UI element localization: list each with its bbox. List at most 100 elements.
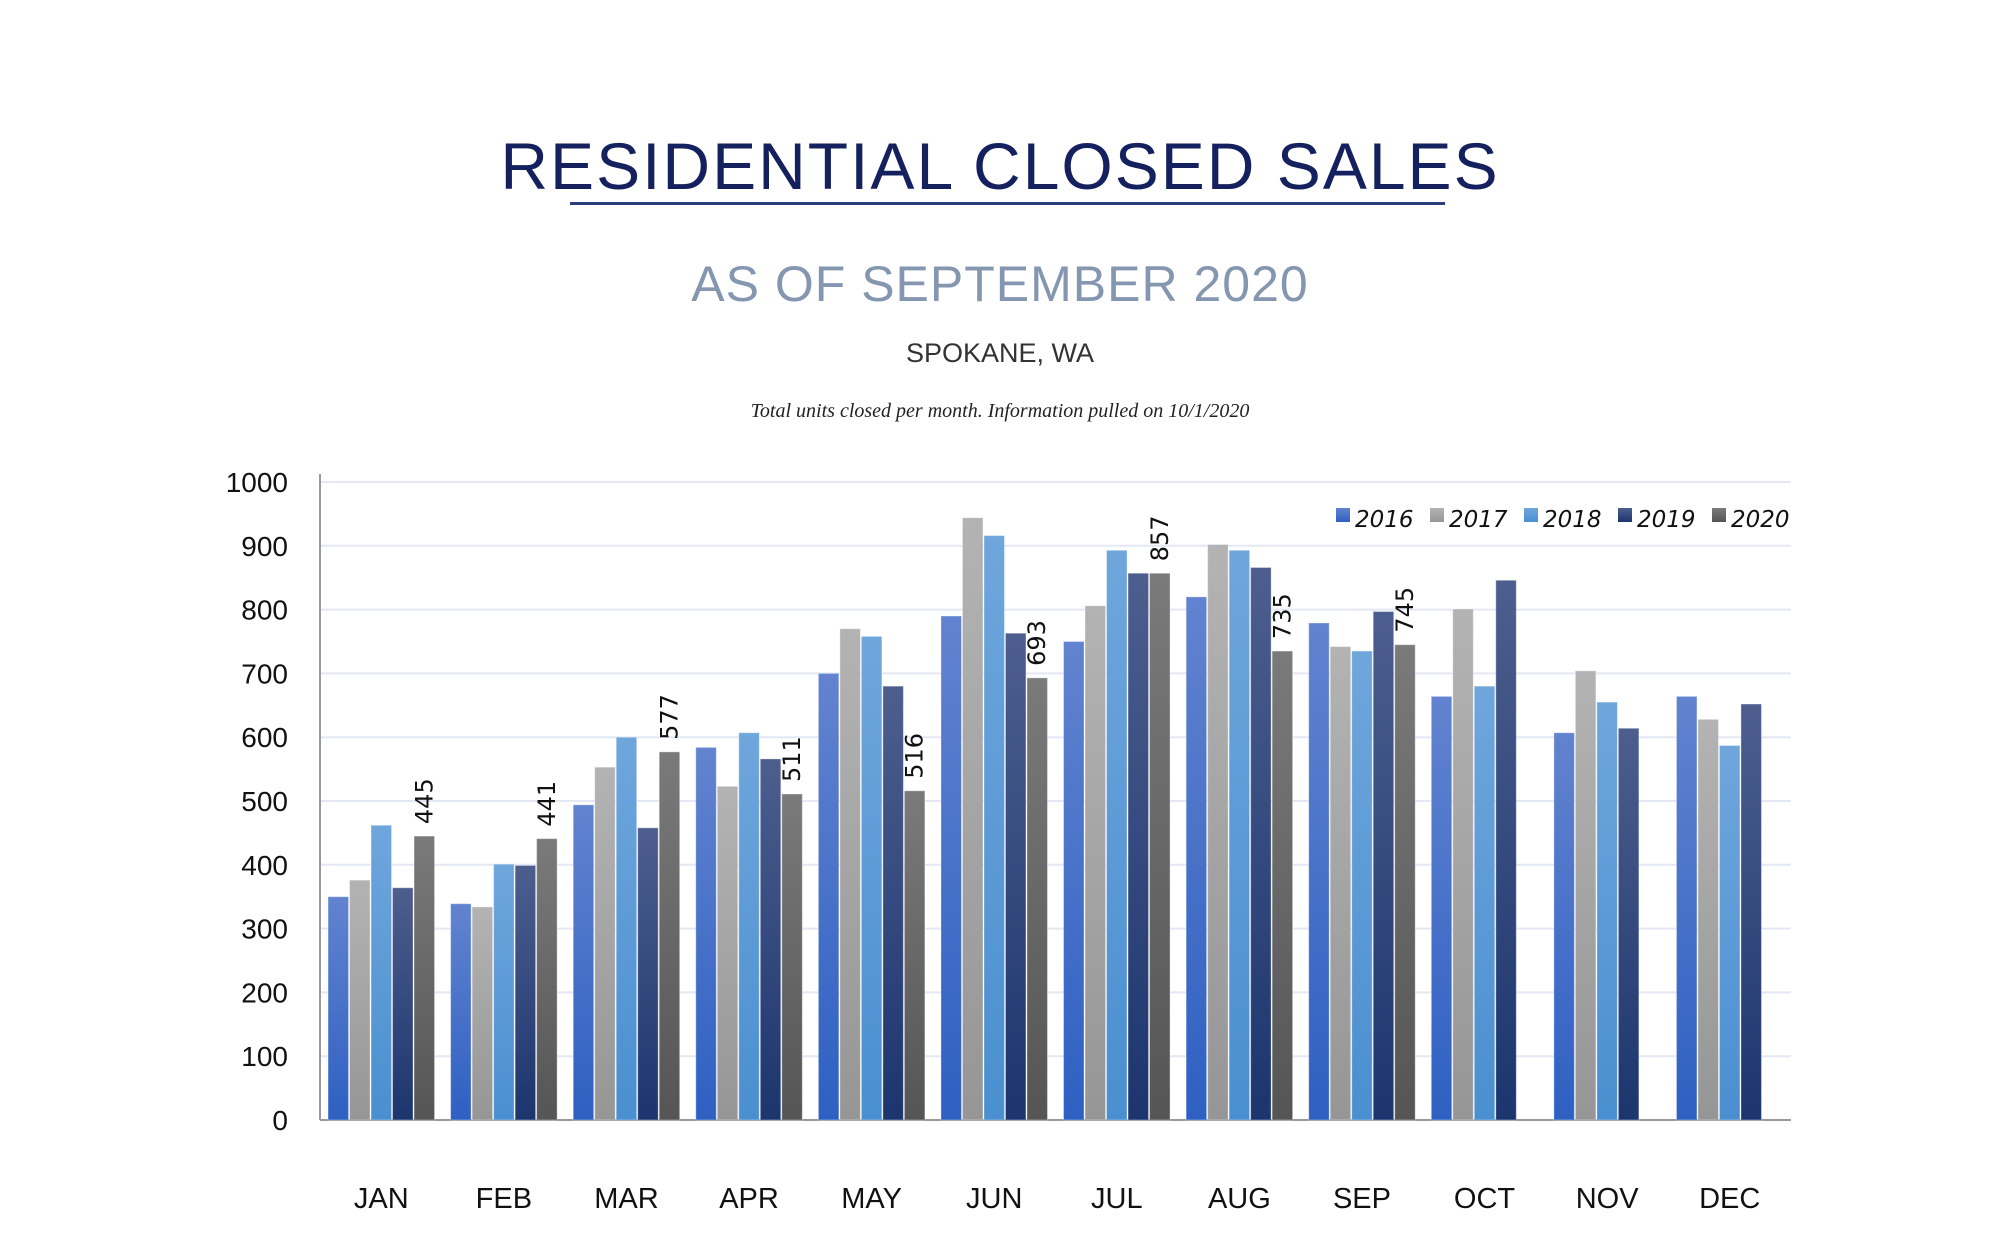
- legend-swatch-2019: [1618, 508, 1632, 522]
- data-label: 511: [778, 736, 806, 782]
- legend-swatch-2016: [1336, 508, 1350, 522]
- y-tick-label: 100: [241, 1041, 288, 1072]
- bar-2020-feb: [536, 838, 558, 1121]
- bar-2016-dec: [1675, 695, 1698, 1121]
- data-label: 857: [1146, 515, 1174, 561]
- bar-2019-dec: [1740, 703, 1762, 1121]
- bar-2017-jul: [1084, 605, 1107, 1121]
- data-label: 693: [1023, 620, 1051, 666]
- bar-2019-jan: [392, 887, 414, 1121]
- bar-2019-nov: [1617, 727, 1640, 1121]
- bar-2018-feb: [493, 863, 515, 1121]
- legend-label: 2018: [1543, 507, 1602, 533]
- chart-title: RESIDENTIAL CLOSED SALES: [500, 129, 1500, 203]
- bar-2019-apr: [759, 758, 782, 1121]
- bar-2019-oct: [1495, 579, 1517, 1121]
- x-tick-label: DEC: [1699, 1183, 1760, 1215]
- data-label: 445: [410, 778, 438, 824]
- bar-2017-oct: [1452, 608, 1474, 1121]
- legend-label: 2016: [1355, 507, 1414, 533]
- x-tick-label: MAY: [841, 1183, 902, 1215]
- chart-subtitle: AS OF SEPTEMBER 2020: [691, 256, 1309, 312]
- legend-swatch-2017: [1430, 508, 1444, 522]
- title-underline: [570, 202, 1445, 205]
- bar-2017-sep: [1329, 646, 1352, 1121]
- bar-2020-jun: [1026, 677, 1048, 1121]
- y-tick-label: 800: [241, 595, 288, 626]
- bar-2017-aug: [1207, 544, 1229, 1121]
- legend-label: 2020: [1731, 507, 1790, 533]
- legend-swatch-2020: [1712, 508, 1726, 522]
- location-label: SPOKANE, WA: [905, 338, 1095, 368]
- bar-2018-apr: [738, 732, 760, 1121]
- x-tick-label: SEP: [1333, 1183, 1391, 1215]
- bar-2020-apr: [781, 793, 803, 1121]
- y-tick-label: 500: [241, 786, 288, 817]
- x-tick-label: APR: [719, 1183, 779, 1215]
- bar-2016-jul: [1063, 641, 1085, 1121]
- bar-2020-jul: [1149, 572, 1171, 1121]
- bar-2019-may: [882, 685, 904, 1121]
- bar-2019-jul: [1127, 572, 1150, 1121]
- bar-2016-mar: [572, 804, 595, 1121]
- bar-2018-may: [860, 635, 883, 1121]
- x-tick-label: NOV: [1576, 1183, 1640, 1215]
- bar-2016-oct: [1430, 695, 1453, 1121]
- bar-2018-jun: [983, 535, 1005, 1121]
- x-tick-label: OCT: [1454, 1183, 1516, 1215]
- bar-2018-oct: [1473, 685, 1496, 1121]
- y-tick-label: 200: [241, 977, 288, 1008]
- bar-2017-feb: [471, 906, 494, 1121]
- legend-label: 2017: [1449, 507, 1508, 533]
- bar-2018-aug: [1228, 549, 1251, 1121]
- bar-2016-jan: [327, 896, 350, 1121]
- x-tick-label: FEB: [476, 1183, 532, 1215]
- bar-2017-jan: [349, 879, 371, 1121]
- bar-2016-may: [817, 672, 840, 1121]
- data-label: 735: [1268, 593, 1296, 639]
- bar-2017-nov: [1574, 670, 1597, 1121]
- x-tick-label: JUL: [1091, 1183, 1143, 1215]
- y-tick-label: 1000: [226, 467, 288, 498]
- bar-2016-sep: [1308, 622, 1330, 1121]
- data-label: 516: [901, 733, 929, 779]
- data-label: 577: [655, 694, 683, 740]
- data-label: 745: [1391, 587, 1419, 633]
- bar-2018-jan: [370, 824, 393, 1121]
- source-note: Total units closed per month. Informatio…: [750, 400, 1250, 422]
- bar-2016-jun: [940, 615, 962, 1121]
- bar-2019-sep: [1372, 611, 1395, 1121]
- y-tick-label: 900: [241, 531, 288, 562]
- bar-2020-aug: [1271, 650, 1294, 1121]
- bar-2018-dec: [1718, 744, 1741, 1121]
- legend-label: 2019: [1637, 507, 1696, 533]
- bar-2017-may: [839, 628, 861, 1121]
- bar-2018-jul: [1106, 549, 1128, 1121]
- bar-2018-nov: [1596, 701, 1618, 1121]
- bar-2019-mar: [637, 827, 659, 1121]
- legend-swatch-2018: [1524, 508, 1538, 522]
- bar-2019-aug: [1250, 566, 1272, 1121]
- y-tick-label: 0: [272, 1105, 288, 1136]
- y-tick-label: 400: [241, 850, 288, 881]
- bar-2017-jun: [961, 517, 984, 1121]
- bar-2016-aug: [1185, 596, 1208, 1121]
- bar-2016-nov: [1553, 732, 1575, 1121]
- bar-2018-mar: [615, 736, 638, 1121]
- bar-2020-mar: [658, 751, 681, 1121]
- bar-2017-mar: [594, 766, 616, 1121]
- bar-2018-sep: [1351, 650, 1373, 1121]
- bar-2020-sep: [1394, 644, 1416, 1121]
- bar-2017-apr: [716, 785, 739, 1121]
- bar-2017-dec: [1697, 718, 1719, 1121]
- bar-2019-feb: [514, 864, 537, 1121]
- bar-2019-jun: [1004, 632, 1027, 1121]
- bar-2016-apr: [695, 746, 717, 1121]
- y-tick-label: 700: [241, 658, 288, 689]
- x-tick-label: MAR: [594, 1183, 658, 1215]
- data-label: 441: [533, 781, 561, 827]
- x-tick-label: JAN: [354, 1183, 409, 1215]
- x-tick-label: JUN: [966, 1183, 1022, 1215]
- y-tick-label: 600: [241, 722, 288, 753]
